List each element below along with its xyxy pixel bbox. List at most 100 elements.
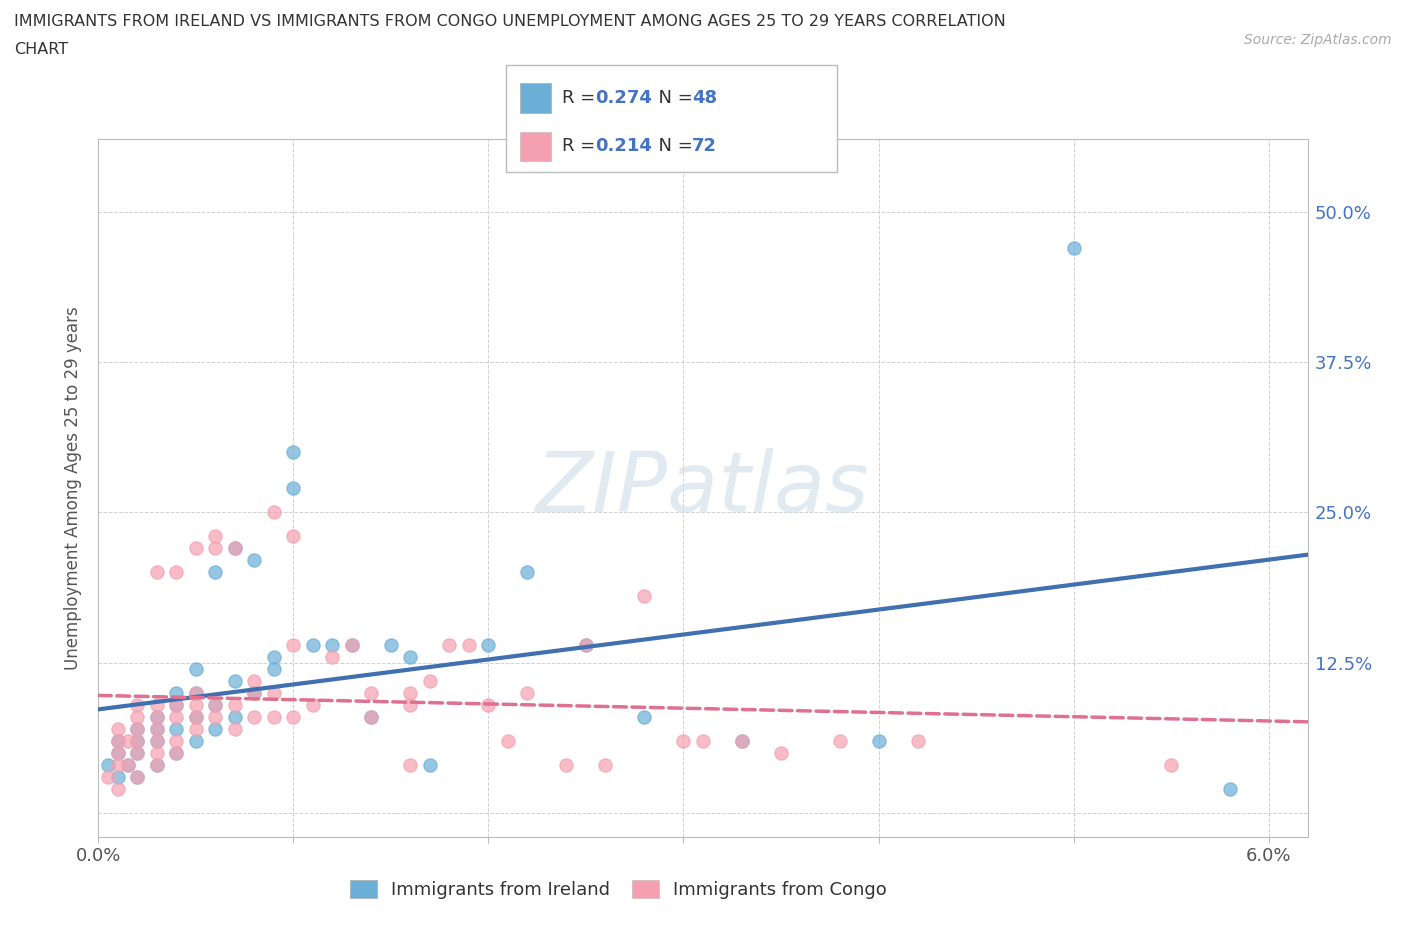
Point — [496, 734, 519, 749]
Point — [165, 698, 187, 712]
Point — [360, 710, 382, 724]
Point — [165, 745, 187, 760]
Point — [302, 637, 325, 652]
Point — [1063, 240, 1085, 255]
Y-axis label: Unemployment Among Ages 25 to 29 years: Unemployment Among Ages 25 to 29 years — [65, 306, 83, 671]
Point — [184, 685, 207, 700]
Text: Source: ZipAtlas.com: Source: ZipAtlas.com — [1244, 33, 1392, 46]
Point — [146, 710, 169, 724]
Point — [165, 565, 187, 580]
Point — [107, 734, 129, 749]
Point — [633, 710, 655, 724]
Point — [107, 745, 129, 760]
Point — [302, 698, 325, 712]
Point — [458, 637, 481, 652]
Point — [477, 698, 499, 712]
Point — [243, 685, 266, 700]
Point — [283, 637, 305, 652]
Point — [224, 541, 246, 556]
Point — [146, 722, 169, 737]
Point — [127, 734, 149, 749]
Point — [127, 734, 149, 749]
Point — [117, 757, 139, 772]
Point — [127, 710, 149, 724]
Point — [672, 734, 695, 749]
Point — [107, 734, 129, 749]
Point — [107, 769, 129, 784]
Point — [146, 698, 169, 712]
Point — [907, 734, 929, 749]
Point — [127, 769, 149, 784]
Point — [117, 734, 139, 749]
Text: IMMIGRANTS FROM IRELAND VS IMMIGRANTS FROM CONGO UNEMPLOYMENT AMONG AGES 25 TO 2: IMMIGRANTS FROM IRELAND VS IMMIGRANTS FR… — [14, 14, 1005, 29]
Point — [184, 734, 207, 749]
Point — [380, 637, 402, 652]
Text: N =: N = — [647, 89, 699, 107]
Point — [184, 661, 207, 676]
Point — [692, 734, 714, 749]
Point — [224, 673, 246, 688]
Point — [127, 745, 149, 760]
Point — [360, 685, 382, 700]
Point — [769, 745, 792, 760]
Point — [204, 722, 226, 737]
Point — [340, 637, 363, 652]
Point — [146, 722, 169, 737]
Point — [555, 757, 578, 772]
Text: N =: N = — [647, 138, 699, 155]
Point — [165, 734, 187, 749]
Point — [575, 637, 598, 652]
Point — [399, 698, 422, 712]
Text: R =: R = — [562, 89, 602, 107]
Text: 0.214: 0.214 — [595, 138, 651, 155]
Point — [204, 565, 226, 580]
Point — [263, 710, 285, 724]
Point — [575, 637, 598, 652]
Point — [146, 757, 169, 772]
Point — [360, 710, 382, 724]
Point — [321, 649, 343, 664]
Point — [340, 637, 363, 652]
Point — [283, 481, 305, 496]
Point — [283, 710, 305, 724]
Point — [243, 685, 266, 700]
Text: 48: 48 — [692, 89, 717, 107]
Point — [117, 757, 139, 772]
Text: 0.274: 0.274 — [595, 89, 651, 107]
Point — [1160, 757, 1182, 772]
Point — [165, 745, 187, 760]
Point — [165, 698, 187, 712]
Point — [828, 734, 851, 749]
Point — [184, 710, 207, 724]
Point — [224, 722, 246, 737]
Point — [204, 710, 226, 724]
Point — [184, 541, 207, 556]
Point — [263, 649, 285, 664]
Point — [184, 722, 207, 737]
Point — [516, 565, 538, 580]
Point — [146, 757, 169, 772]
Point — [283, 529, 305, 544]
Text: CHART: CHART — [14, 42, 67, 57]
Point — [263, 661, 285, 676]
Point — [204, 698, 226, 712]
Point — [97, 757, 120, 772]
Point — [399, 757, 422, 772]
Point — [165, 722, 187, 737]
Point — [204, 529, 226, 544]
Point — [224, 698, 246, 712]
Point — [107, 781, 129, 796]
Point — [731, 734, 754, 749]
Point — [439, 637, 461, 652]
Point — [419, 673, 441, 688]
Point — [1219, 781, 1241, 796]
Point — [107, 757, 129, 772]
Point — [283, 445, 305, 459]
Point — [243, 553, 266, 568]
Point — [399, 685, 422, 700]
Point — [146, 745, 169, 760]
Point — [224, 710, 246, 724]
Point — [868, 734, 890, 749]
Point — [243, 710, 266, 724]
Point — [477, 637, 499, 652]
